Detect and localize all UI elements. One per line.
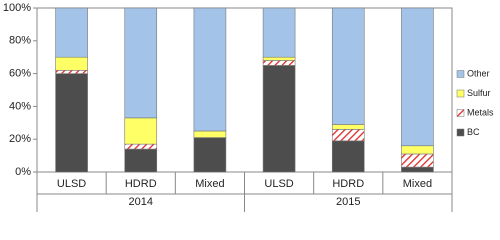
bar-segment <box>331 124 365 130</box>
x-tick-label: HDRD <box>332 178 364 190</box>
bar-segment <box>262 56 296 61</box>
bar-segment <box>55 73 88 173</box>
y-tick-label: 20% <box>9 133 31 145</box>
legend-label: BC <box>467 127 480 137</box>
legend-label: Other <box>467 68 490 78</box>
bar-segment <box>124 117 158 145</box>
bar-segment <box>193 137 227 173</box>
bar-segment <box>401 166 434 173</box>
group-label: 2014 <box>129 196 153 208</box>
legend-label: Metals <box>467 107 494 117</box>
y-tick-label: 100% <box>3 2 31 14</box>
bar-segment <box>124 143 158 150</box>
bar-segment <box>124 148 158 173</box>
x-tick-label: Mixed <box>403 178 432 190</box>
bar-segment <box>55 7 88 58</box>
legend-swatch <box>456 89 465 98</box>
y-tick-label: 80% <box>9 35 31 47</box>
bar-segment <box>124 7 158 119</box>
group-label: 2015 <box>336 196 360 208</box>
bar-segment <box>262 60 296 66</box>
bar-segment <box>401 153 434 168</box>
x-tick-label: ULSD <box>264 178 293 190</box>
bar-segment <box>331 129 365 142</box>
x-tick-label: ULSD <box>57 178 86 190</box>
bar-segment <box>331 140 365 173</box>
chart: 0% 20% 40% 60% 80% 100% ULSD HDRD Mixed ULSD HDRD M… <box>3 2 494 212</box>
legend-swatch <box>456 128 465 137</box>
bar-segment <box>193 7 227 132</box>
legend-swatch <box>456 70 465 78</box>
x-tick-label: HDRD <box>125 178 157 190</box>
legend-label: Sulfur <box>467 88 491 98</box>
x-tick-label: Mixed <box>195 178 224 190</box>
bar-segment <box>55 70 88 74</box>
bar-segment <box>401 145 434 155</box>
bar-segment <box>262 7 296 58</box>
bar-segment <box>331 7 365 125</box>
y-tick-label: 40% <box>9 100 31 112</box>
legend-swatch <box>456 109 465 117</box>
bar-segment <box>401 7 434 147</box>
y-tick-label: 60% <box>9 68 31 80</box>
plot-frame <box>36 7 453 173</box>
bar-segment <box>193 130 227 138</box>
bar-segment <box>262 65 296 173</box>
bar-segment <box>55 56 88 71</box>
y-tick-label: 0% <box>15 166 31 178</box>
